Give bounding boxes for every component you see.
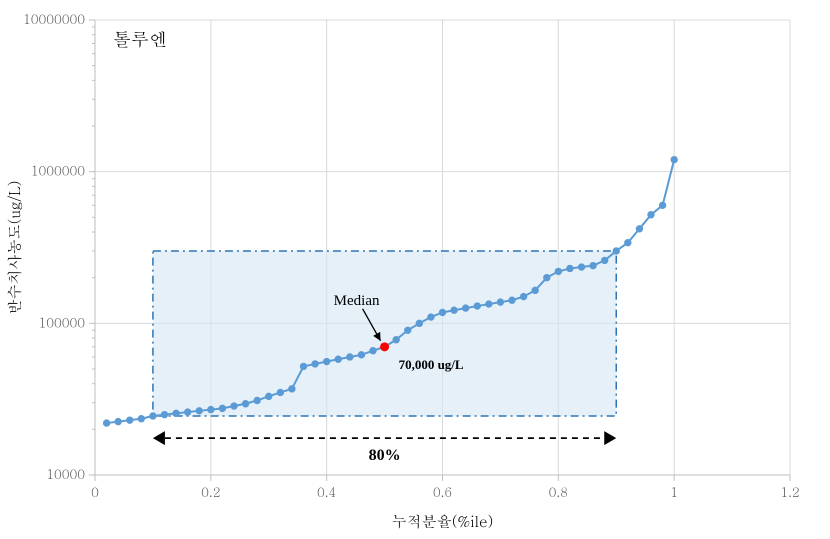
series-marker [462, 305, 468, 311]
series-marker [231, 403, 237, 409]
series-marker [520, 293, 526, 299]
series-marker [567, 265, 573, 271]
y-tick-label: 100000 [39, 312, 86, 331]
series-marker [312, 361, 318, 367]
series-marker [613, 248, 619, 254]
series-marker [300, 363, 306, 369]
series-marker [138, 416, 144, 422]
chart-container: 0 0.2 0.4 0.6 0.8 1 1.2 10000 100000 1000000 10000… [0, 0, 830, 539]
series-marker [358, 352, 364, 358]
x-tick-label: 0.8 [549, 482, 568, 501]
series-marker [509, 297, 515, 303]
chart-title: 톨루엔 [113, 27, 167, 52]
y-tick-label: 1000000 [31, 161, 85, 180]
series-marker [242, 401, 248, 407]
series-marker [428, 314, 434, 320]
x-tick-label: 0 [91, 482, 99, 501]
series-marker [266, 393, 272, 399]
series-marker [150, 413, 156, 419]
series-marker [625, 240, 631, 246]
chart-svg: 0 0.2 0.4 0.6 0.8 1 1.2 10000 100000 1000000 10000… [0, 0, 830, 539]
series-marker [323, 358, 329, 364]
series-marker [254, 397, 260, 403]
series-marker [659, 202, 665, 208]
x-tick-label: 0.4 [317, 482, 336, 501]
series-marker [289, 386, 295, 392]
series-marker [648, 212, 654, 218]
series-marker [578, 264, 584, 270]
series-marker [335, 356, 341, 362]
series-marker [671, 156, 677, 162]
series-marker [532, 287, 538, 293]
x-tick-label: 0.2 [201, 482, 220, 501]
series-marker [451, 307, 457, 313]
x-tick-label: 1.2 [780, 482, 799, 501]
series-marker [486, 301, 492, 307]
series-marker [277, 389, 283, 395]
series-marker [544, 274, 550, 280]
series-marker [416, 320, 422, 326]
series-marker [208, 406, 214, 412]
series-marker [161, 411, 167, 417]
series-marker [370, 348, 376, 354]
series-marker [196, 408, 202, 414]
x-tick-label: 0.6 [433, 482, 452, 501]
series-marker [184, 409, 190, 415]
series-marker [103, 420, 109, 426]
median-caption: Median [334, 293, 380, 309]
series-marker [115, 418, 121, 424]
series-marker [127, 417, 133, 423]
y-tick-label: 10000000 [23, 9, 85, 28]
y-axis-label: 반수치사농도(ug/L) [4, 181, 25, 315]
series-marker [636, 226, 642, 232]
x-tick-label: 1 [670, 482, 678, 501]
series-marker [219, 405, 225, 411]
median-value-label: 70,000 ug/L [399, 357, 464, 372]
range-arrow-label: 80% [369, 447, 401, 464]
series-marker [439, 309, 445, 315]
series-marker [347, 354, 353, 360]
series-marker [405, 327, 411, 333]
series-marker [497, 299, 503, 305]
series-marker [590, 262, 596, 268]
series-marker [555, 268, 561, 274]
x-axis-label: 누적분율(%ile) [392, 511, 494, 532]
series-marker [393, 336, 399, 342]
series-marker [173, 410, 179, 416]
series-marker [474, 303, 480, 309]
series-marker [601, 257, 607, 263]
y-tick-label: 10000 [46, 464, 85, 483]
median-marker [380, 342, 389, 351]
